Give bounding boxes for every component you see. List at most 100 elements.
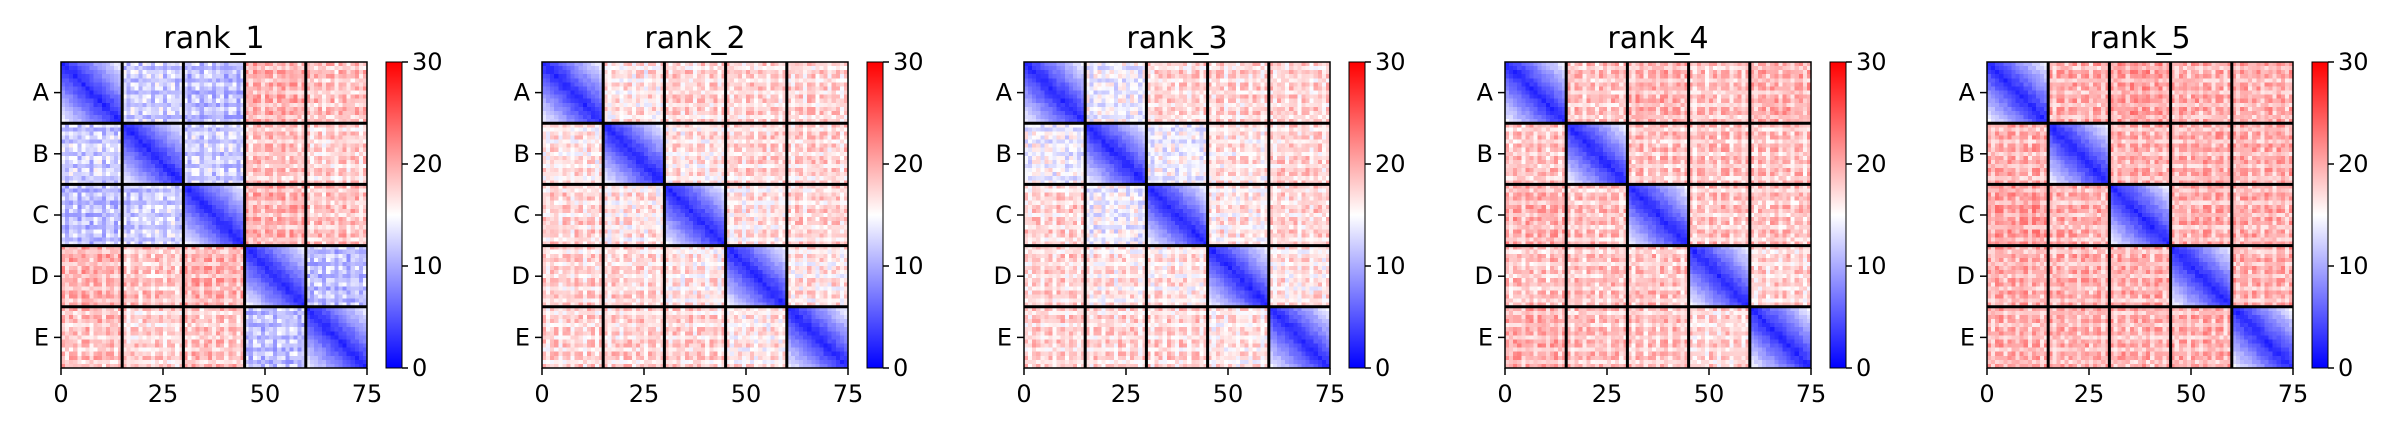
heatmap-cell — [94, 131, 99, 136]
heatmap-cell — [187, 201, 192, 206]
heatmap-cell — [73, 311, 78, 316]
heatmap-cell — [289, 74, 294, 79]
heatmap-cell — [257, 213, 262, 218]
heatmap-cell — [114, 319, 119, 324]
heatmap-cell — [143, 229, 148, 234]
heatmap-cell — [98, 168, 103, 173]
heatmap-cell — [310, 70, 315, 75]
heatmap-cell — [204, 168, 209, 173]
heatmap-cell — [228, 95, 233, 100]
heatmap-cell — [228, 144, 233, 149]
heatmap-cell — [130, 168, 135, 173]
heatmap-cell — [232, 282, 237, 287]
heatmap-cell — [159, 209, 164, 214]
heatmap-cell — [159, 82, 164, 87]
heatmap-cell — [85, 172, 90, 177]
heatmap-cell — [310, 148, 315, 153]
heatmap-cell — [208, 176, 213, 181]
heatmap-cell — [175, 319, 180, 324]
heatmap-cell — [314, 107, 319, 112]
heatmap-cell — [90, 266, 95, 271]
heatmap-cell — [355, 86, 360, 91]
heatmap-cell — [281, 193, 286, 198]
heatmap-cell — [257, 172, 262, 177]
heatmap-cell — [163, 282, 168, 287]
heatmap-cell — [163, 111, 168, 116]
heatmap-cell — [359, 135, 364, 140]
heatmap-cell — [143, 86, 148, 91]
heatmap-cell — [81, 144, 86, 149]
heatmap-cell — [163, 274, 168, 279]
heatmap-cell — [212, 286, 217, 291]
heatmap-cell — [318, 144, 323, 149]
heatmap-cell — [224, 172, 229, 177]
heatmap-cell — [322, 237, 327, 242]
heatmap-cell — [343, 319, 348, 324]
heatmap-cell — [65, 140, 70, 145]
heatmap-cell — [94, 286, 99, 291]
heatmap-cell — [147, 225, 152, 230]
heatmap-cell — [175, 237, 180, 242]
heatmap-cell — [281, 86, 286, 91]
heatmap-cell — [277, 278, 282, 283]
heatmap-cell — [318, 70, 323, 75]
heatmap-cell — [343, 233, 348, 238]
heatmap-cell — [110, 311, 115, 316]
heatmap-cell — [147, 140, 152, 145]
heatmap-cell — [171, 266, 176, 271]
heatmap-cell — [338, 266, 343, 271]
heatmap-cell — [65, 205, 70, 210]
heatmap-cell — [167, 299, 172, 304]
heatmap-cell — [192, 111, 197, 116]
heatmap-cell — [126, 148, 131, 153]
heatmap-cell — [343, 217, 348, 222]
heatmap-cell — [216, 140, 221, 145]
heatmap-cell — [228, 229, 233, 234]
heatmap-cell — [171, 160, 176, 165]
heatmap-cell — [322, 286, 327, 291]
heatmap-cell — [196, 135, 201, 140]
heatmap-cell — [139, 176, 144, 181]
heatmap-cell — [130, 131, 135, 136]
heatmap-cell — [236, 233, 241, 238]
heatmap-cell — [106, 144, 111, 149]
heatmap-cell — [281, 266, 286, 271]
heatmap-cell — [212, 95, 217, 100]
heatmap-cell — [322, 290, 327, 295]
heatmap-cell — [294, 70, 299, 75]
heatmap-cell — [285, 319, 290, 324]
heatmap-cell — [139, 331, 144, 336]
heatmap-cell — [322, 172, 327, 177]
heatmap-cell — [338, 319, 343, 324]
heatmap-cell — [204, 127, 209, 132]
heatmap-cell — [359, 221, 364, 226]
heatmap-cell — [326, 266, 331, 271]
heatmap-cell — [220, 95, 225, 100]
heatmap-cell — [208, 274, 213, 279]
heatmap-cell — [277, 144, 282, 149]
heatmap-cell — [77, 144, 82, 149]
heatmap-cell — [130, 221, 135, 226]
heatmap-cell — [102, 78, 107, 83]
heatmap-cell — [343, 140, 348, 145]
heatmap-cell — [326, 282, 331, 287]
heatmap-cell — [347, 144, 352, 149]
heatmap-cell — [236, 131, 241, 136]
heatmap-cell — [326, 205, 331, 210]
heatmap-cell — [224, 115, 229, 120]
heatmap-cell — [343, 323, 348, 328]
heatmap-cell — [310, 193, 315, 198]
heatmap-cell — [298, 148, 303, 153]
heatmap-cell — [269, 164, 274, 169]
heatmap-cell — [167, 86, 172, 91]
heatmap-cell — [216, 168, 221, 173]
heatmap-cell — [281, 135, 286, 140]
heatmap-cell — [77, 290, 82, 295]
heatmap-cell — [73, 131, 78, 136]
heatmap-cell — [94, 233, 99, 238]
heatmap-cell — [281, 152, 286, 157]
heatmap-cell — [130, 282, 135, 287]
heatmap-cell — [130, 197, 135, 202]
heatmap-cell — [257, 282, 262, 287]
